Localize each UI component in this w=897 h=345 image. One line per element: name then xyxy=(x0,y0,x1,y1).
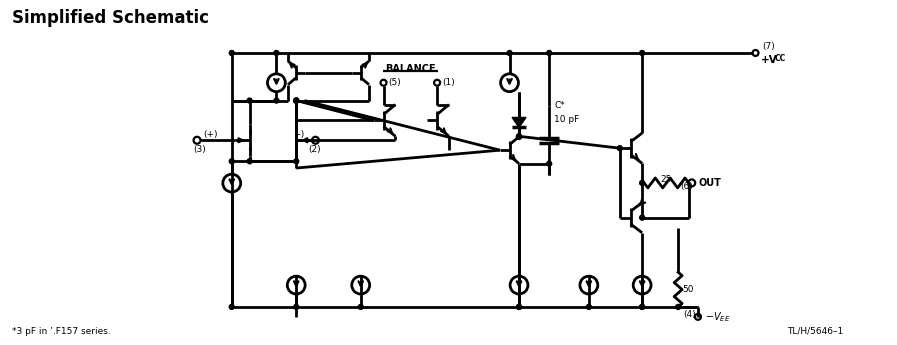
Text: (3): (3) xyxy=(193,145,205,154)
Text: *3 pF in ’.F157 series.: *3 pF in ’.F157 series. xyxy=(12,327,110,336)
Circle shape xyxy=(230,50,234,56)
Text: CC: CC xyxy=(774,54,786,63)
Circle shape xyxy=(274,50,279,56)
Circle shape xyxy=(617,146,623,151)
Polygon shape xyxy=(512,117,526,127)
Text: 10 pF: 10 pF xyxy=(554,116,579,125)
Circle shape xyxy=(546,50,552,56)
Circle shape xyxy=(640,304,645,309)
Circle shape xyxy=(230,159,234,164)
Circle shape xyxy=(293,98,299,103)
Circle shape xyxy=(358,304,363,309)
Text: (-): (-) xyxy=(294,130,305,139)
Circle shape xyxy=(546,161,552,166)
Text: (5): (5) xyxy=(388,78,401,87)
Circle shape xyxy=(507,50,512,56)
Text: $-V_{EE}$: $-V_{EE}$ xyxy=(705,310,730,324)
Circle shape xyxy=(230,304,234,309)
Text: (+): (+) xyxy=(203,130,217,139)
Text: (2): (2) xyxy=(309,145,321,154)
Circle shape xyxy=(248,159,252,164)
Text: (7): (7) xyxy=(762,42,775,51)
Text: OUT: OUT xyxy=(699,178,721,188)
Circle shape xyxy=(675,304,681,309)
Circle shape xyxy=(248,98,252,103)
Circle shape xyxy=(293,304,299,309)
Circle shape xyxy=(517,304,521,309)
Circle shape xyxy=(517,134,521,139)
Circle shape xyxy=(640,215,645,220)
Text: 25: 25 xyxy=(661,175,672,184)
Text: 50: 50 xyxy=(683,285,693,294)
Circle shape xyxy=(293,98,299,103)
Text: +V: +V xyxy=(761,55,777,65)
Circle shape xyxy=(293,159,299,164)
Circle shape xyxy=(640,180,645,185)
Text: (1): (1) xyxy=(442,78,455,87)
Circle shape xyxy=(640,304,645,309)
Text: BALANCE: BALANCE xyxy=(385,64,436,74)
Text: (4): (4) xyxy=(684,310,696,319)
Circle shape xyxy=(274,98,279,103)
Circle shape xyxy=(640,50,645,56)
Circle shape xyxy=(293,98,299,103)
Text: TL/H/5646–1: TL/H/5646–1 xyxy=(788,327,843,336)
Circle shape xyxy=(587,304,591,309)
Text: C*: C* xyxy=(554,101,565,110)
Circle shape xyxy=(517,304,521,309)
Circle shape xyxy=(517,134,521,139)
Text: (6): (6) xyxy=(681,182,693,191)
Text: Simplified Schematic: Simplified Schematic xyxy=(12,9,208,27)
Circle shape xyxy=(517,134,521,139)
